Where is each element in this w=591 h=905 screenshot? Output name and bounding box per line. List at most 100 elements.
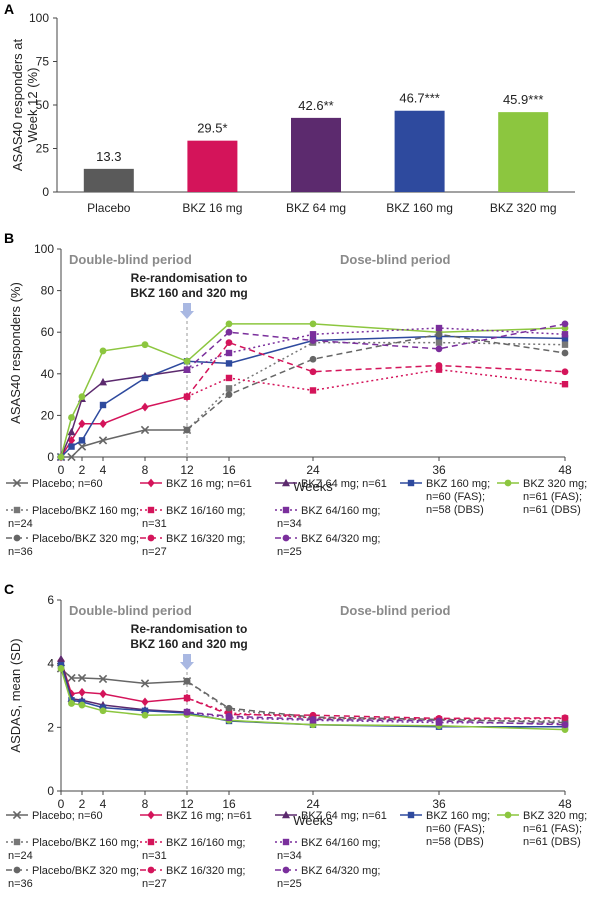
- legend-entry: BKZ 160 mg;: [426, 810, 490, 822]
- series-group: [183, 708, 569, 727]
- legend-swatch-marker: [147, 866, 155, 874]
- legend-swatch-marker: [282, 478, 290, 487]
- data-point: [309, 715, 317, 723]
- data-point: [141, 707, 149, 714]
- series-group: [183, 708, 569, 729]
- y-tick-label: 60: [41, 325, 55, 339]
- data-point: [183, 708, 191, 716]
- rerandomisation-label: Re-randomisation to: [131, 271, 248, 285]
- series-group: [183, 694, 569, 723]
- series-line: [186, 711, 566, 726]
- legend-entry: BKZ 64 mg; n=61: [301, 478, 387, 490]
- data-point: [561, 349, 569, 357]
- series-line: [61, 429, 187, 458]
- legend-entry: n=27: [142, 546, 167, 558]
- data-point: [99, 377, 107, 386]
- data-point: [225, 385, 233, 392]
- legend-entry: BKZ 64/160 mg;: [301, 505, 381, 517]
- data-point: [68, 443, 75, 450]
- data-point: [225, 374, 233, 382]
- bar: [83, 168, 134, 192]
- series-group: [57, 365, 191, 461]
- bar-data-label: 46.7***: [399, 91, 439, 106]
- data-point: [141, 341, 149, 349]
- data-point: [183, 694, 191, 702]
- legend-entry: n=58 (DBS): [426, 836, 484, 848]
- legend-swatch-marker: [147, 506, 155, 514]
- data-point: [225, 320, 233, 328]
- x-tick-label: 4: [100, 797, 107, 811]
- legend-entry: n=24: [8, 518, 33, 530]
- x-category-label: BKZ 64 mg: [286, 201, 346, 215]
- data-point: [435, 717, 443, 725]
- data-point: [225, 328, 233, 336]
- data-point: [67, 673, 76, 683]
- legend-entry: BKZ 64/160 mg;: [301, 837, 381, 849]
- panel-letter-a: A: [4, 1, 14, 17]
- series-line: [186, 697, 566, 721]
- series-group: [57, 654, 191, 716]
- legend-entry: n=58 (DBS): [426, 504, 484, 516]
- legend-swatch-marker: [147, 810, 155, 820]
- x-tick-label: 8: [142, 797, 149, 811]
- x-tick-label: 36: [432, 463, 446, 477]
- data-point: [67, 452, 76, 462]
- series-group: [57, 665, 569, 733]
- data-point: [561, 335, 569, 342]
- y-axis-title-line: ASAS40 responders at: [10, 38, 25, 171]
- data-point: [309, 387, 317, 394]
- rerandomisation-label: Re-randomisation to: [131, 622, 248, 636]
- legend-entry: BKZ 160 mg;: [426, 478, 490, 490]
- legend-swatch-marker: [282, 838, 290, 846]
- data-point: [561, 726, 569, 733]
- legend-entry: Placebo/BKZ 160 mg;: [32, 837, 139, 849]
- series-line: [186, 341, 566, 431]
- x-category-label: BKZ 320 mg: [490, 201, 557, 215]
- series-group: [56, 664, 192, 688]
- legend-entry: BKZ 64/320 mg;: [301, 533, 381, 545]
- data-point: [435, 324, 443, 332]
- x-tick-label: 24: [306, 797, 320, 811]
- data-point: [435, 330, 443, 338]
- bar: [394, 110, 445, 192]
- data-point: [68, 414, 75, 421]
- rerandomisation-label: BKZ 160 and 320 mg: [130, 286, 247, 300]
- bar-data-label: 29.5*: [197, 121, 227, 136]
- y-tick-label: 20: [41, 408, 55, 422]
- series-line: [186, 333, 566, 431]
- bar: [187, 140, 238, 192]
- data-point: [98, 674, 108, 684]
- data-point: [225, 360, 233, 367]
- legend-swatch-marker: [13, 838, 21, 846]
- period-right-label: Dose-blind period: [340, 603, 451, 618]
- x-tick-label: 48: [558, 797, 572, 811]
- panel-letter-c: C: [4, 581, 14, 597]
- data-point: [141, 697, 149, 707]
- data-point: [78, 419, 86, 429]
- legend-entry: n=31: [142, 850, 167, 862]
- series-line: [186, 680, 566, 722]
- data-point: [225, 704, 233, 712]
- rerandomisation-arrow: [180, 303, 194, 319]
- y-tick-label: 40: [41, 367, 55, 381]
- legend-swatch-marker: [13, 534, 21, 542]
- legend-entry: n=60 (FAS);: [426, 823, 485, 835]
- legend-swatch-marker: [504, 479, 512, 487]
- x-tick-label: 12: [180, 463, 194, 477]
- period-left-label: Double-blind period: [69, 603, 192, 618]
- y-tick-label-a: 50: [36, 98, 50, 112]
- y-axis-title-a: ASAS40 responders atWeek 12 (%): [10, 38, 40, 171]
- data-point: [140, 679, 150, 688]
- legend-entry: BKZ 320 mg;: [523, 478, 587, 490]
- legend-entry: n=24: [8, 850, 33, 862]
- legend-entry: n=61 (DBS): [523, 836, 581, 848]
- legend-entry: Placebo/BKZ 160 mg;: [32, 505, 139, 517]
- legend-entry: BKZ 320 mg;: [523, 810, 587, 822]
- series-line: [60, 323, 566, 458]
- y-tick-label: 100: [34, 242, 54, 256]
- legend-entry: BKZ 16/320 mg;: [166, 533, 246, 545]
- data-point: [225, 349, 233, 357]
- x-tick-label: 36: [432, 797, 446, 811]
- data-point: [99, 347, 107, 355]
